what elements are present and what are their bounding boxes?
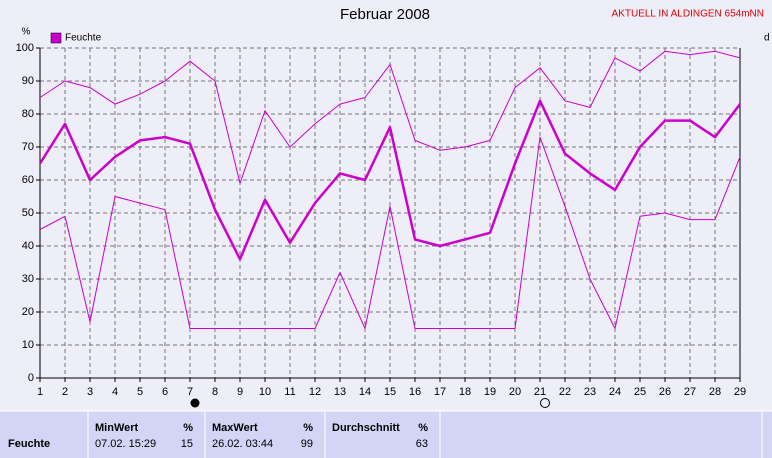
x-tick-label: 1	[37, 386, 43, 398]
series-line	[38, 99, 741, 261]
y2-axis-label: d	[764, 33, 770, 44]
y-tick-label: 60	[22, 174, 34, 186]
x-tick-label: 16	[409, 386, 421, 398]
x-tick-label: 10	[259, 386, 271, 398]
x-tick-label: 15	[384, 386, 396, 398]
x-tick-label: 11	[284, 386, 295, 398]
stats-time: 26.02. 03:44	[212, 438, 273, 450]
x-tick-label: 22	[559, 386, 571, 398]
y-tick-label: 70	[22, 141, 34, 153]
x-tick-label: 17	[434, 386, 446, 398]
stats-unit: %	[418, 422, 428, 434]
y-axis-label: %	[22, 27, 31, 38]
x-tick-label: 24	[609, 386, 621, 398]
stats-panel	[0, 411, 772, 458]
x-tick-label: 18	[459, 386, 471, 398]
x-tick-label: 9	[237, 386, 243, 398]
y-tick-label: 50	[22, 207, 34, 219]
x-tick-label: 6	[162, 386, 168, 398]
x-tick-label: 21	[534, 386, 546, 398]
legend-swatch	[50, 32, 62, 44]
stats-row-label: Feuchte	[8, 438, 50, 450]
x-tick-label: 29	[734, 386, 746, 398]
background	[0, 0, 772, 410]
chart-title: Februar 2008	[340, 6, 430, 23]
y-tick-label: 10	[22, 339, 34, 351]
x-tick-label: 23	[584, 386, 596, 398]
x-tick-label: 19	[484, 386, 496, 398]
full-moon-icon	[540, 398, 550, 408]
x-tick-label: 20	[509, 386, 521, 398]
stats-unit: %	[303, 422, 313, 434]
stats-unit: %	[183, 422, 193, 434]
x-tick-label: 26	[659, 386, 671, 398]
y-tick-label: 80	[22, 108, 34, 120]
x-tick-label: 2	[62, 386, 68, 398]
x-tick-label: 28	[709, 386, 721, 398]
y-tick-label: 40	[22, 240, 34, 252]
x-tick-label: 7	[187, 386, 193, 398]
x-tick-label: 13	[334, 386, 346, 398]
y-tick-label: 90	[22, 75, 34, 87]
stats-value: 99	[301, 438, 313, 450]
x-tick-label: 5	[137, 386, 143, 398]
x-tick-label: 25	[634, 386, 646, 398]
stats-header: Durchschnitt	[332, 422, 400, 434]
new-moon-icon	[190, 398, 200, 408]
series-line	[39, 136, 741, 329]
y-tick-label: 30	[22, 273, 34, 285]
legend-label: Feuchte	[65, 33, 102, 44]
x-tick-label: 14	[359, 386, 371, 398]
x-tick-label: 4	[112, 386, 118, 398]
stats-header: MaxWert	[212, 422, 258, 434]
y-tick-label: 20	[22, 306, 34, 318]
x-tick-label: 27	[684, 386, 696, 398]
x-tick-label: 12	[309, 386, 321, 398]
x-tick-label: 8	[212, 386, 218, 398]
y-tick-label: 0	[28, 372, 34, 384]
stats-value: 63	[416, 438, 428, 450]
stats-header: MinWert	[95, 422, 139, 434]
subtitle: AKTUELL IN ALDINGEN 654mNN	[612, 9, 764, 20]
x-tick-label: 3	[87, 386, 93, 398]
series-line	[39, 50, 741, 184]
y-tick-label: 100	[16, 42, 34, 54]
stats-time: 07.02. 15:29	[95, 438, 156, 450]
stats-value: 15	[181, 438, 193, 450]
